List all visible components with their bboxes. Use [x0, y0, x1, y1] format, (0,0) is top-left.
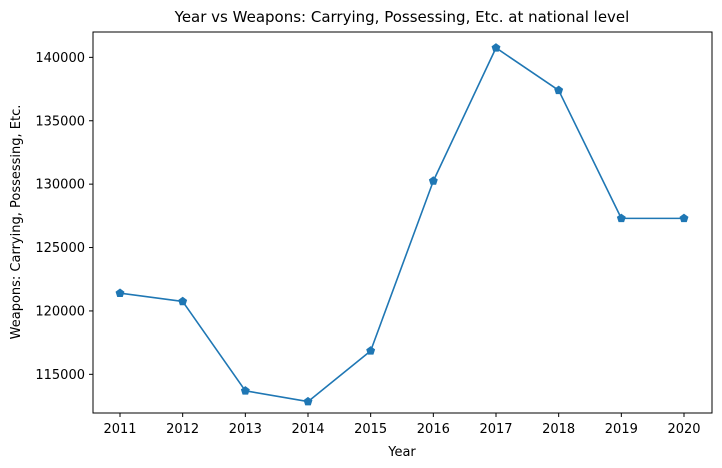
- y-tick-label: 120000: [35, 304, 85, 319]
- data-point-marker: [178, 296, 188, 306]
- x-axis-label: Year: [387, 445, 416, 460]
- y-tick-label: 125000: [35, 241, 85, 256]
- data-point-marker: [679, 213, 689, 223]
- series-line: [119, 47, 684, 403]
- x-tick-label: 2013: [229, 422, 262, 437]
- data-point-marker: [303, 396, 313, 406]
- data-point-marker: [491, 43, 501, 52]
- x-tick-label: 2012: [166, 422, 199, 437]
- y-axis-label: Weapons: Carrying, Possessing, Etc.: [9, 105, 24, 340]
- plot-area: [92, 31, 713, 414]
- x-tick-label: 2017: [479, 422, 512, 437]
- data-point-marker: [366, 346, 376, 355]
- chart-title: Year vs Weapons: Carrying, Possessing, E…: [174, 8, 630, 26]
- series-group: [115, 43, 689, 406]
- y-tick-label: 115000: [35, 368, 85, 383]
- data-point-marker: [616, 213, 626, 223]
- x-tick-label: 2011: [103, 422, 136, 437]
- data-point-marker: [554, 85, 564, 95]
- y-tick-label: 135000: [35, 114, 85, 129]
- data-point-marker: [240, 386, 250, 395]
- x-tick-label: 2019: [605, 422, 638, 437]
- x-tick-label: 2016: [417, 422, 450, 437]
- data-point-marker: [428, 176, 438, 185]
- x-tick-label: 2015: [354, 422, 387, 437]
- y-tick-label: 140000: [35, 51, 85, 66]
- y-axis: 115000 120000 125000 130000 135000 140000: [35, 51, 93, 383]
- x-tick-label: 2014: [291, 422, 324, 437]
- x-tick-label: 2020: [667, 422, 700, 437]
- x-tick-label: 2018: [542, 422, 575, 437]
- y-tick-label: 130000: [35, 178, 85, 193]
- x-axis: 2011 2012 2013 2014 2015 2016 2017 2018 2019 2020: [103, 413, 701, 437]
- data-point-marker: [115, 288, 125, 297]
